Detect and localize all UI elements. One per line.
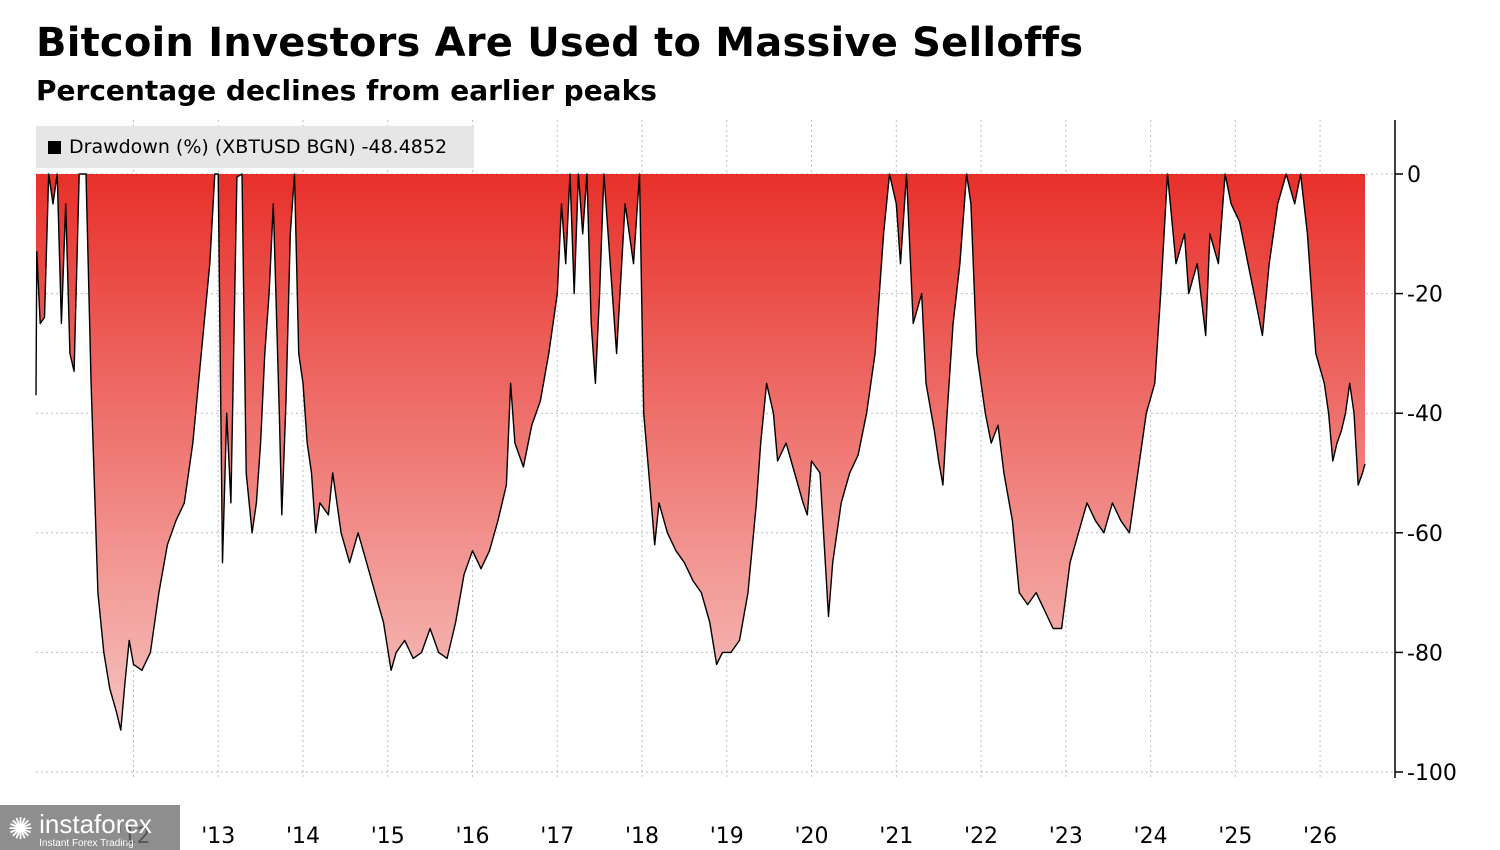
- y-tick-label-0: 0: [1407, 163, 1421, 188]
- y-tick-label-4: -80: [1407, 641, 1443, 666]
- y-tick-label-5: -100: [1407, 761, 1457, 786]
- chart-title: Bitcoin Investors Are Used to Massive Se…: [36, 20, 1084, 66]
- x-tick-label-3: '15: [371, 824, 405, 849]
- x-tick-label-14: '26: [1303, 824, 1337, 849]
- watermark-brand: instaforex: [39, 808, 152, 839]
- y-tick-label-2: -40: [1407, 402, 1443, 427]
- legend: Drawdown (%) (XBTUSD BGN) -48.4852: [36, 126, 474, 168]
- x-tick-label-9: '21: [879, 824, 913, 849]
- watermark-tagline: Instant Forex Trading: [39, 837, 134, 849]
- x-tick-label-6: '18: [625, 824, 659, 849]
- drawdown-area: [36, 174, 1365, 731]
- x-tick-label-13: '25: [1218, 824, 1252, 849]
- instaforex-logo-icon: ✺: [8, 811, 34, 847]
- y-tick-label-1: -20: [1407, 283, 1443, 308]
- y-tick-label-3: -60: [1407, 522, 1443, 547]
- chart-subtitle: Percentage declines from earlier peaks: [36, 74, 657, 107]
- x-tick-label-8: '20: [795, 824, 829, 849]
- x-tick-label-10: '22: [964, 824, 998, 849]
- legend-swatch: [48, 140, 61, 154]
- x-tick-label-11: '23: [1049, 824, 1083, 849]
- x-tick-label-12: '24: [1134, 824, 1168, 849]
- x-tick-label-7: '19: [710, 824, 744, 849]
- watermark: ✺ instaforex Instant Forex Trading: [0, 805, 180, 850]
- x-tick-label-4: '16: [455, 824, 489, 849]
- y-axis: 0 -20 -40 -60 -80 -100: [1394, 120, 1457, 786]
- x-axis: '12'13'14'15'16'17'18'19'20'21'22'23'24'…: [116, 824, 1337, 849]
- x-tick-label-2: '14: [286, 824, 320, 849]
- drawdown-line: [35, 173, 1366, 731]
- legend-label: Drawdown (%) (XBTUSD BGN) -48.4852: [69, 136, 448, 158]
- x-tick-label-5: '17: [540, 824, 574, 849]
- x-tick-label-1: '13: [201, 824, 235, 849]
- drawdown-area-group: [35, 173, 1366, 731]
